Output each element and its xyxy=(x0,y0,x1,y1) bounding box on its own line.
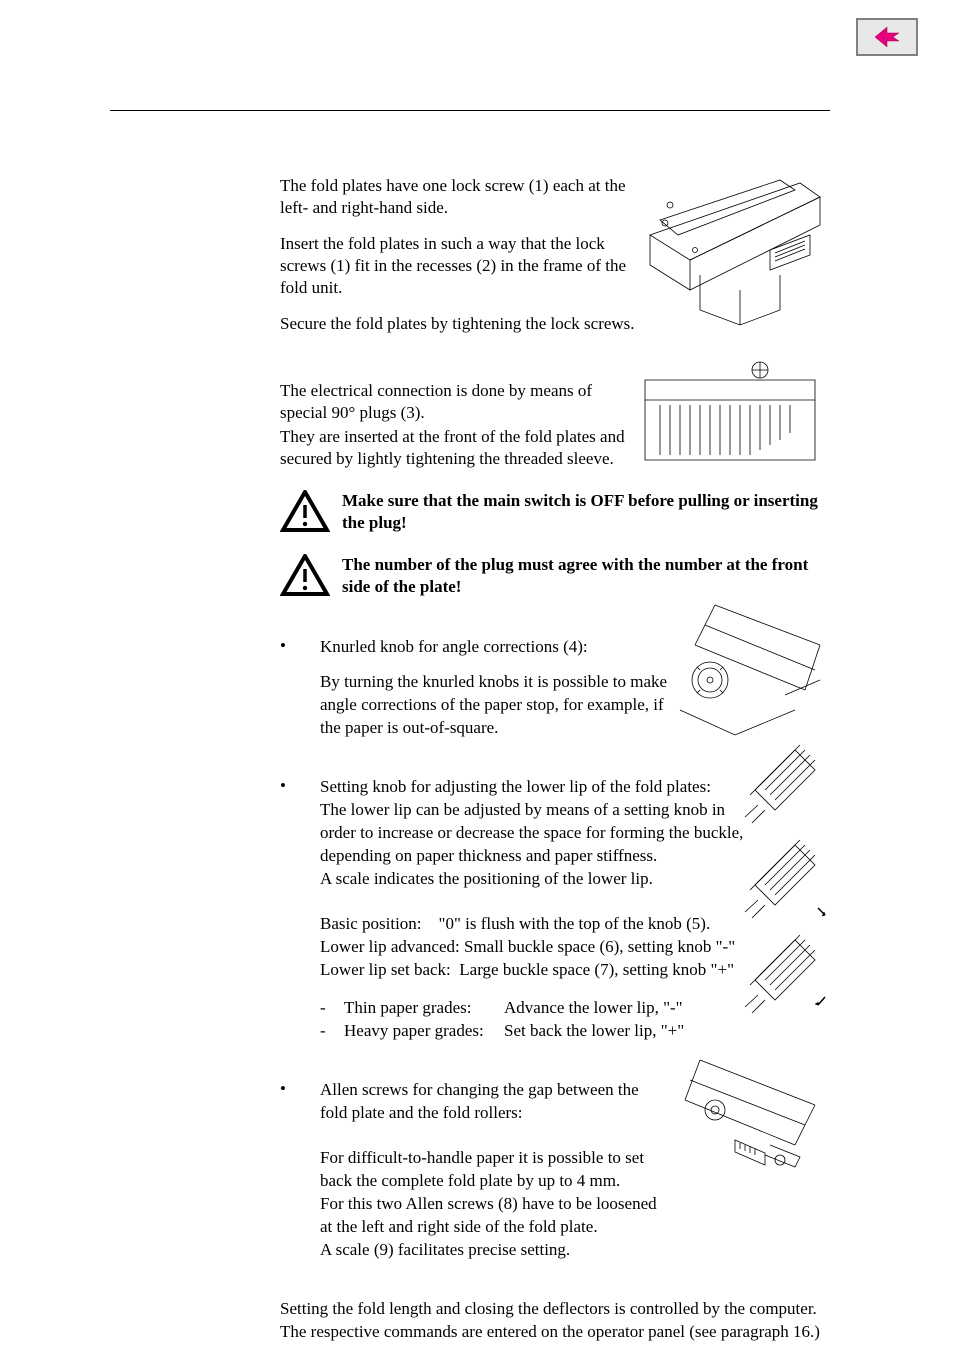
warning-1: Make sure that the main switch is OFF be… xyxy=(280,490,830,534)
dash-1-value: Advance the lower lip, "-" xyxy=(504,996,830,1020)
bullet-2-content: Setting knob for adjusting the lower lip… xyxy=(320,776,750,891)
warning-2-text: The number of the plug must agree with t… xyxy=(342,554,822,598)
back-arrow-icon xyxy=(873,25,901,49)
dash-1-label: Thin paper grades: xyxy=(344,996,504,1020)
bullet-marker: • xyxy=(280,636,320,659)
bullet-3-title: Allen screws for changing the gap betwee… xyxy=(320,1079,660,1125)
dash-2-label: Heavy paper grades: xyxy=(344,1019,504,1043)
pos-basic: Basic position: "0" is flush with the to… xyxy=(320,913,740,936)
bullet-marker: • xyxy=(280,776,320,891)
dash-row-heavy: - Heavy paper grades: Set back the lower… xyxy=(320,1019,830,1043)
bullet-3-body2: For this two Allen screws (8) have to be… xyxy=(320,1194,657,1236)
bullet-1: • Knurled knob for angle corrections (4)… xyxy=(280,636,830,659)
final-line2: The respective commands are entered on t… xyxy=(280,1321,830,1344)
dash-marker: - xyxy=(320,1019,344,1043)
bullet-3: • Allen screws for changing the gap betw… xyxy=(280,1079,830,1125)
paragraph-p4a: The electrical connection is done by mea… xyxy=(280,381,592,422)
bullet-2-title: Setting knob for adjusting the lower lip… xyxy=(320,777,711,796)
bullet-2-body2: A scale indicates the positioning of the… xyxy=(320,869,653,888)
bullet-3-body: For difficult-to-handle paper it is poss… xyxy=(320,1147,670,1262)
pos-setback: Lower lip set back: Large buckle space (… xyxy=(320,959,740,982)
bullet-3-body1: For difficult-to-handle paper it is poss… xyxy=(320,1148,644,1190)
paragraph-p3: Secure the fold plates by tightening the… xyxy=(280,313,640,335)
header-divider xyxy=(110,110,830,111)
bullet-1-title: Knurled knob for angle corrections (4): xyxy=(320,636,660,659)
warning-triangle-icon xyxy=(280,554,330,598)
nav-back-button[interactable] xyxy=(856,18,918,56)
dash-marker: - xyxy=(320,996,344,1020)
warning-1-text: Make sure that the main switch is OFF be… xyxy=(342,490,822,534)
pos-advanced: Lower lip advanced: Small buckle space (… xyxy=(320,936,740,959)
paragraph-p1: The fold plates have one lock screw (1) … xyxy=(280,175,640,219)
paragraph-p4b: They are inserted at the front of the fo… xyxy=(280,426,640,470)
bullet-2-body: The lower lip can be adjusted by means o… xyxy=(320,800,743,865)
dash-row-thin: - Thin paper grades: Advance the lower l… xyxy=(320,996,830,1020)
warning-2: The number of the plug must agree with t… xyxy=(280,554,830,598)
bullet-2-positions: Basic position: "0" is flush with the to… xyxy=(320,913,740,982)
final-paragraph: Setting the fold length and closing the … xyxy=(280,1298,830,1344)
paper-grade-list: - Thin paper grades: Advance the lower l… xyxy=(320,996,830,1044)
final-line1: Setting the fold length and closing the … xyxy=(280,1298,830,1321)
bullet-3-body3: A scale (9) facilitates precise setting. xyxy=(320,1240,570,1259)
bullet-1-body: By turning the knurled knobs it is possi… xyxy=(320,671,670,740)
dash-2-value: Set back the lower lip, "+" xyxy=(504,1019,830,1043)
bullet-marker: • xyxy=(280,1079,320,1125)
bullet-2: • Setting knob for adjusting the lower l… xyxy=(280,776,830,891)
paragraph-p2: Insert the fold plates in such a way tha… xyxy=(280,233,640,299)
paragraph-p4: The electrical connection is done by mea… xyxy=(280,380,640,424)
warning-triangle-icon xyxy=(280,490,330,534)
document-content: The fold plates have one lock screw (1) … xyxy=(110,175,830,1344)
